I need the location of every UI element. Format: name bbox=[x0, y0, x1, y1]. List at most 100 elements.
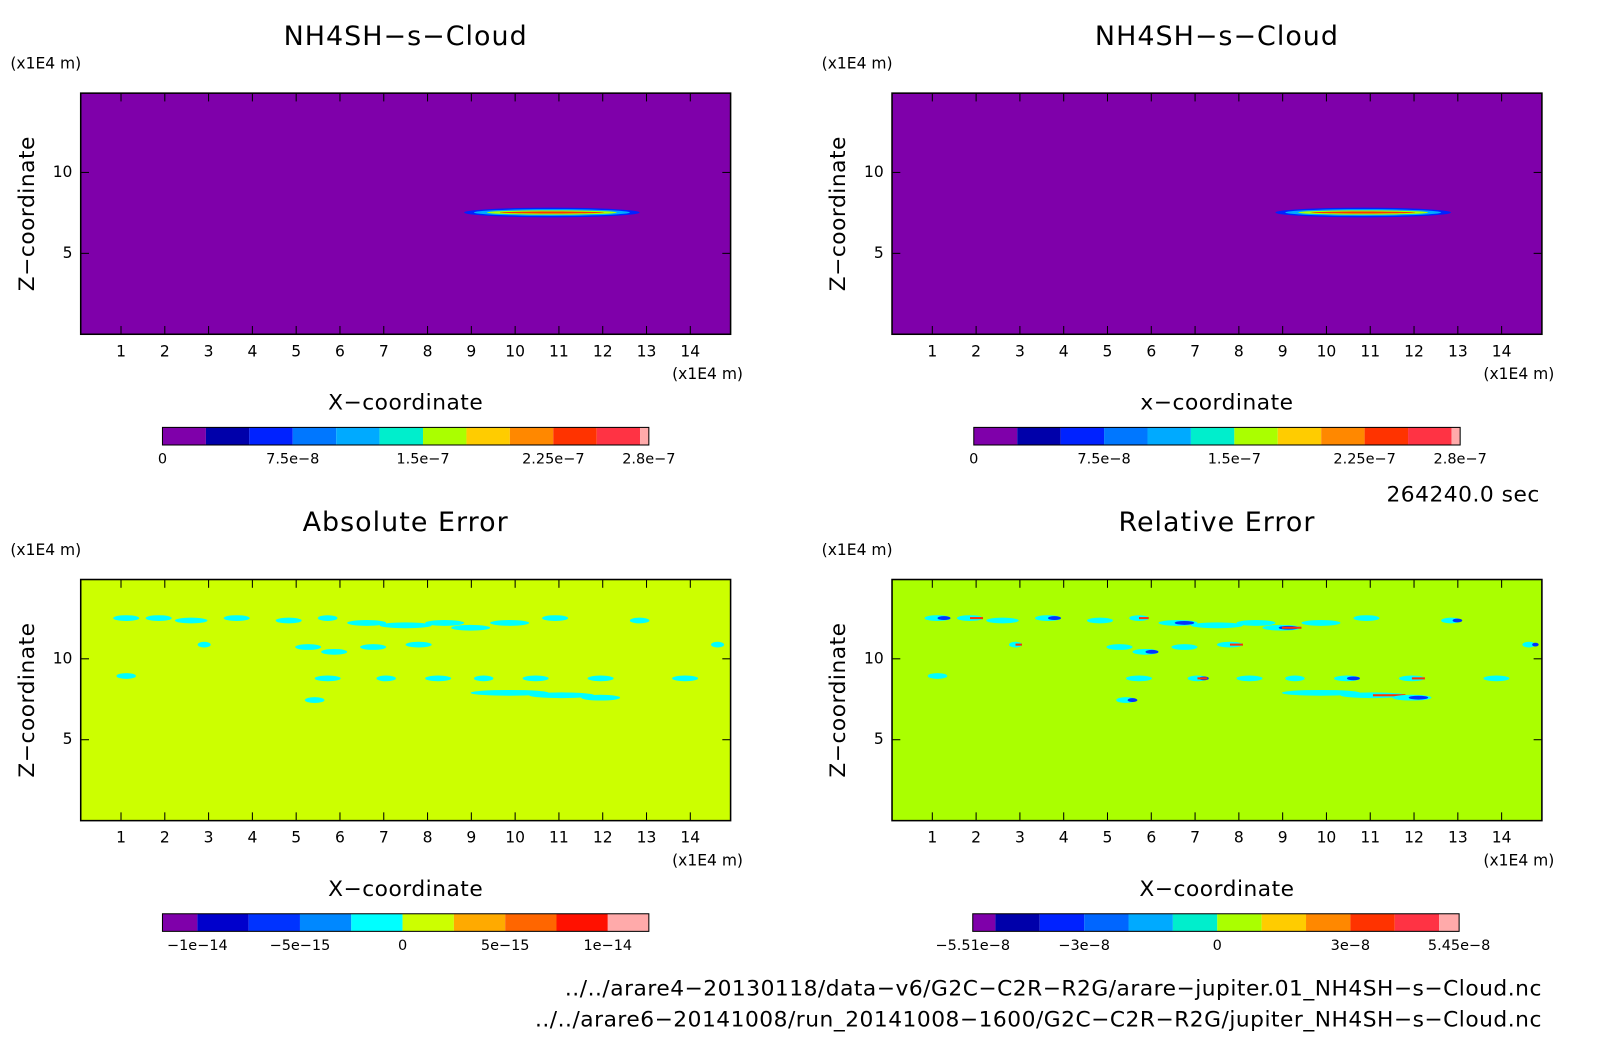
contour-region bbox=[1285, 675, 1305, 682]
contour-region bbox=[1398, 675, 1425, 682]
colorbar-segment bbox=[1364, 427, 1409, 445]
colorbar-segment bbox=[553, 427, 597, 445]
x-tick-label: 1 bbox=[927, 342, 937, 360]
contour-region bbox=[314, 675, 341, 682]
x-axis-label: X−coordinate bbox=[1139, 877, 1294, 902]
contour-region bbox=[1190, 622, 1243, 629]
contour-region bbox=[1311, 211, 1416, 214]
plot-frame bbox=[79, 578, 732, 822]
colorbar-frame bbox=[161, 913, 650, 932]
colorbar-label: 2.25e−7 bbox=[1333, 451, 1395, 467]
x-tick-label: 9 bbox=[466, 342, 476, 360]
contour-region bbox=[957, 615, 984, 621]
colorbar-segment bbox=[423, 427, 467, 445]
contour-region bbox=[937, 616, 951, 621]
contour-region bbox=[970, 617, 984, 620]
colorbar-label: −5e−15 bbox=[270, 938, 331, 954]
colorbar-segment bbox=[1172, 913, 1218, 932]
contour-region bbox=[522, 675, 549, 682]
contour-region bbox=[1127, 698, 1138, 703]
x-tick-label: 11 bbox=[549, 342, 569, 360]
colorbar-label: 7.5e−8 bbox=[1077, 451, 1130, 467]
x-tick-label: 5 bbox=[1103, 829, 1113, 847]
chart-title: NH4SH−s−Cloud bbox=[284, 21, 528, 52]
colorbar-segment bbox=[453, 913, 506, 932]
x-tick-label: 11 bbox=[1360, 342, 1380, 360]
contour-region bbox=[1197, 677, 1208, 680]
contour-region bbox=[1281, 626, 1302, 629]
x-tick-label: 1 bbox=[116, 829, 126, 847]
x-tick-label: 7 bbox=[1190, 342, 1200, 360]
y-unit: (x1E4 m) bbox=[822, 55, 893, 73]
x-tick-label: 10 bbox=[1317, 342, 1337, 360]
colorbar-label: 1.5e−7 bbox=[1208, 451, 1261, 467]
x-tick-label: 2 bbox=[971, 829, 981, 847]
colorbar-label: 3e−8 bbox=[1331, 938, 1370, 954]
x-tick-label: 10 bbox=[505, 342, 525, 360]
y-axis-label: Z−coordinate bbox=[826, 623, 851, 778]
contour-region bbox=[1125, 675, 1152, 682]
x-tick-label: 6 bbox=[1146, 342, 1156, 360]
contour-region bbox=[587, 675, 614, 682]
colorbar-label: 1e−14 bbox=[583, 938, 632, 954]
contour-region bbox=[113, 615, 140, 621]
colorbar-label: 1.5e−7 bbox=[396, 451, 449, 467]
contour-region bbox=[1346, 676, 1360, 681]
y-tick-label: 5 bbox=[63, 730, 73, 748]
file-path: ../../arare4−20130118/data−v6/G2C−C2R−R2… bbox=[565, 976, 1542, 1001]
x-tick-label: 12 bbox=[1404, 829, 1424, 847]
colorbar-label: −1e−14 bbox=[167, 938, 228, 954]
colorbar-segment bbox=[1190, 427, 1235, 445]
x-tick-label: 4 bbox=[247, 342, 257, 360]
contour-region bbox=[116, 673, 136, 679]
colorbar-segment bbox=[351, 913, 403, 932]
contour-region bbox=[1138, 617, 1149, 620]
colorbar-segment bbox=[596, 427, 641, 445]
x-tick-label: 5 bbox=[1103, 342, 1113, 360]
contour-region bbox=[1015, 643, 1023, 646]
colorbar-segment bbox=[205, 427, 250, 445]
x-tick-label: 3 bbox=[1015, 829, 1025, 847]
colorbar-segment bbox=[248, 913, 300, 932]
colorbar-segment bbox=[1104, 427, 1148, 445]
y-tick-label: 5 bbox=[63, 244, 73, 262]
chart-title: NH4SH−s−Cloud bbox=[1095, 21, 1339, 52]
colorbar-segment bbox=[1321, 427, 1365, 445]
x-tick-label: 7 bbox=[379, 342, 389, 360]
x-axis-label: x−coordinate bbox=[1140, 391, 1293, 416]
y-axis-label: Z−coordinate bbox=[826, 136, 851, 291]
colorbar-frame bbox=[161, 426, 650, 446]
x-tick-label: 8 bbox=[423, 829, 433, 847]
colorbar-label: 5e−15 bbox=[481, 938, 530, 954]
y-axis-label: Z−coordinate bbox=[15, 136, 40, 291]
contour-region bbox=[376, 675, 396, 682]
colorbar-label: 0 bbox=[398, 938, 407, 954]
colorbar-segment bbox=[1234, 427, 1278, 445]
x-tick-label: 14 bbox=[680, 829, 700, 847]
colorbar-segment bbox=[162, 913, 198, 932]
colorbar-segment bbox=[607, 913, 649, 932]
x-tick-label: 10 bbox=[505, 829, 525, 847]
x-unit: (x1E4 m) bbox=[672, 365, 743, 383]
colorbar-segment bbox=[1039, 913, 1085, 932]
x-axis-label: X−coordinate bbox=[328, 877, 483, 902]
contour-region bbox=[1411, 677, 1425, 680]
contour-region bbox=[174, 617, 208, 624]
x-tick-label: 3 bbox=[204, 829, 214, 847]
x-tick-label: 13 bbox=[1448, 342, 1468, 360]
contour-region bbox=[470, 689, 549, 696]
contour-region bbox=[927, 673, 948, 679]
x-tick-label: 14 bbox=[1492, 829, 1512, 847]
colorbar-segment bbox=[1147, 427, 1191, 445]
contour-region bbox=[425, 620, 465, 626]
contour-region bbox=[1301, 620, 1341, 626]
colorbar-segment bbox=[336, 427, 380, 445]
colorbar-label: −3e−8 bbox=[1058, 938, 1110, 954]
colorbar-label: 0 bbox=[969, 451, 978, 467]
x-unit: (x1E4 m) bbox=[672, 851, 743, 869]
x-tick-label: 9 bbox=[1278, 342, 1288, 360]
y-unit: (x1E4 m) bbox=[10, 55, 81, 73]
colorbar-segment bbox=[972, 913, 996, 932]
contour-region bbox=[1353, 615, 1380, 621]
x-tick-label: 4 bbox=[1059, 342, 1069, 360]
